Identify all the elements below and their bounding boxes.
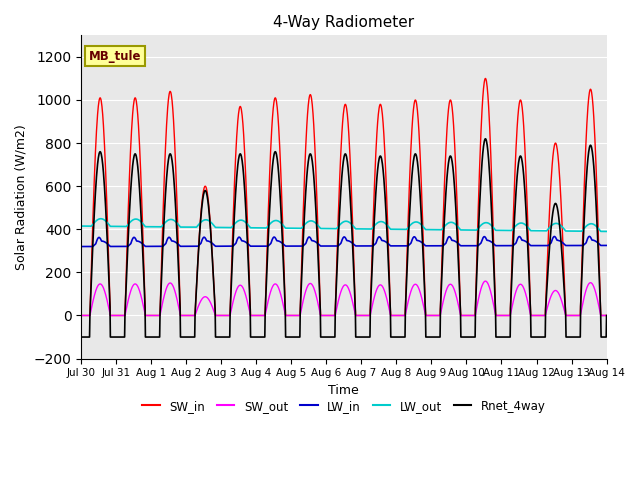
Line: SW_in: SW_in xyxy=(81,78,607,315)
LW_in xyxy=(586,234,593,240)
LW_in xyxy=(603,242,611,248)
Rnet_4way xyxy=(425,334,433,340)
LW_out xyxy=(426,227,433,232)
LW_in xyxy=(494,243,502,249)
LW_in xyxy=(425,243,433,249)
LW_out xyxy=(253,225,261,231)
Rnet_4way xyxy=(181,334,189,340)
SW_out xyxy=(181,312,189,318)
LW_out xyxy=(494,228,502,233)
Line: Rnet_4way: Rnet_4way xyxy=(81,139,607,337)
SW_out xyxy=(494,312,502,318)
LW_in xyxy=(181,243,189,249)
LW_in xyxy=(77,244,85,250)
LW_in xyxy=(540,243,548,249)
Rnet_4way xyxy=(194,257,202,263)
LW_out xyxy=(97,216,105,222)
SW_out xyxy=(194,304,202,310)
SW_in xyxy=(603,312,611,318)
Line: LW_out: LW_out xyxy=(81,219,607,231)
X-axis label: Time: Time xyxy=(328,384,359,397)
SW_in xyxy=(253,312,260,318)
SW_in xyxy=(77,312,85,318)
LW_in xyxy=(253,243,260,249)
SW_in xyxy=(541,312,548,318)
Text: MB_tule: MB_tule xyxy=(89,49,141,62)
Line: LW_in: LW_in xyxy=(81,237,607,247)
Y-axis label: Solar Radiation (W/m2): Solar Radiation (W/m2) xyxy=(15,124,28,270)
Rnet_4way xyxy=(253,334,260,340)
LW_out xyxy=(77,223,85,229)
LW_out xyxy=(603,228,611,234)
SW_out xyxy=(425,312,433,318)
Rnet_4way xyxy=(77,334,85,340)
SW_in xyxy=(181,312,189,318)
SW_out xyxy=(481,278,489,284)
Legend: SW_in, SW_out, LW_in, LW_out, Rnet_4way: SW_in, SW_out, LW_in, LW_out, Rnet_4way xyxy=(137,395,550,417)
SW_in xyxy=(494,312,502,318)
Rnet_4way xyxy=(481,136,489,142)
LW_out xyxy=(195,222,202,228)
Rnet_4way xyxy=(541,334,548,340)
LW_out xyxy=(182,224,189,230)
SW_out xyxy=(77,312,85,318)
Rnet_4way xyxy=(494,334,502,340)
LW_out xyxy=(541,228,548,234)
Line: SW_out: SW_out xyxy=(81,281,607,315)
SW_out xyxy=(541,312,548,318)
SW_out xyxy=(253,312,260,318)
SW_in xyxy=(194,255,202,261)
LW_in xyxy=(194,243,202,249)
SW_in xyxy=(481,75,489,81)
SW_in xyxy=(425,312,433,318)
Rnet_4way xyxy=(603,312,611,318)
SW_out xyxy=(603,312,611,318)
Title: 4-Way Radiometer: 4-Way Radiometer xyxy=(273,15,415,30)
